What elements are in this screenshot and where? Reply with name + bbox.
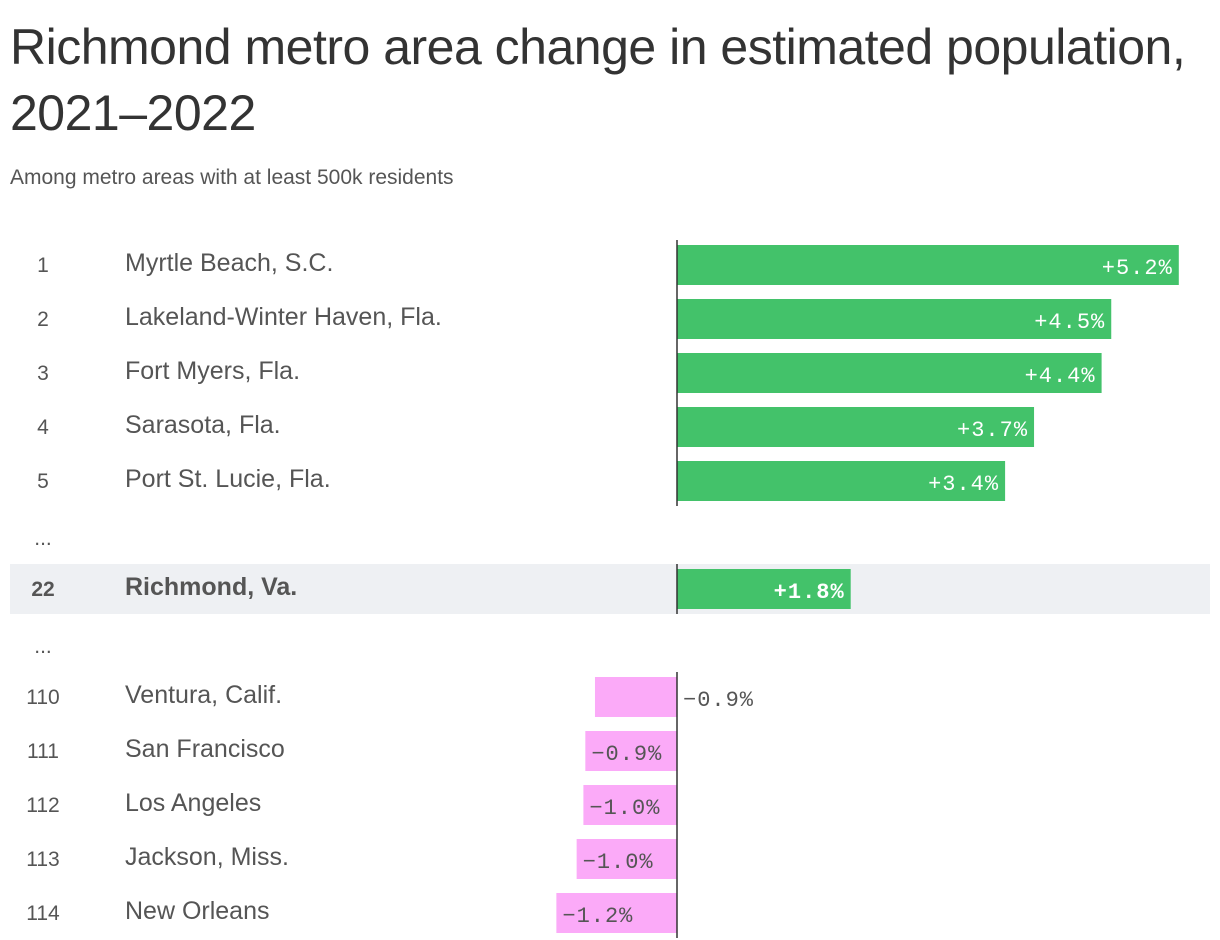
metro-name: Los Angeles	[125, 789, 261, 817]
rank-label: 113	[26, 848, 59, 871]
rank-label: 4	[37, 416, 49, 439]
bar-negative	[594, 677, 677, 717]
bar-negative	[576, 839, 677, 879]
value-label: −0.9%	[591, 742, 662, 767]
metro-name: Fort Myers, Fla.	[125, 357, 300, 385]
bar-negative	[583, 785, 677, 825]
rank-label: 112	[26, 794, 59, 817]
rank-label: 2	[37, 308, 49, 331]
value-label: −0.9%	[683, 688, 754, 713]
value-label: −1.2%	[562, 904, 633, 929]
value-label: +3.7%	[957, 418, 1028, 443]
bar-positive	[677, 353, 1102, 393]
bar-positive	[677, 407, 1035, 447]
rank-label: 111	[27, 740, 59, 763]
rank-label: 114	[26, 902, 60, 925]
bar-positive	[677, 245, 1179, 285]
rank-label: 5	[37, 470, 49, 493]
metro-name: Myrtle Beach, S.C.	[125, 249, 333, 277]
bar-positive	[677, 569, 851, 609]
value-label: +5.2%	[1102, 256, 1173, 281]
value-label: −1.0%	[589, 796, 660, 821]
metro-name: New Orleans	[125, 897, 270, 925]
value-label: +4.5%	[1034, 310, 1105, 335]
value-label: +4.4%	[1025, 364, 1096, 389]
rank-label: 3	[37, 362, 49, 385]
bar-negative	[585, 731, 677, 771]
bar-negative	[556, 893, 677, 933]
metro-name: San Francisco	[125, 735, 285, 763]
ellipsis-gap: ...	[34, 527, 52, 550]
chart-title: Richmond metro area change in estimated …	[10, 19, 1186, 141]
metro-name: Jackson, Miss.	[125, 843, 289, 871]
rank-label: 1	[37, 254, 49, 277]
ellipsis-gap: ...	[34, 635, 52, 658]
metro-name: Richmond, Va.	[125, 573, 297, 601]
value-label: −1.0%	[583, 850, 654, 875]
metro-name: Lakeland-Winter Haven, Fla.	[125, 303, 442, 331]
rank-label: 110	[26, 686, 59, 709]
bar-positive	[677, 299, 1112, 339]
highlight-row-background	[10, 564, 1210, 614]
rank-label: 22	[31, 578, 54, 601]
value-label: +3.4%	[928, 472, 999, 497]
metro-name: Sarasota, Fla.	[125, 411, 281, 439]
metro-name: Ventura, Calif.	[125, 681, 282, 709]
chart-subtitle: Among metro areas with at least 500k res…	[10, 166, 454, 189]
bar-positive	[677, 461, 1006, 501]
metro-name: Port St. Lucie, Fla.	[125, 465, 331, 493]
value-label: +1.8%	[774, 580, 845, 605]
